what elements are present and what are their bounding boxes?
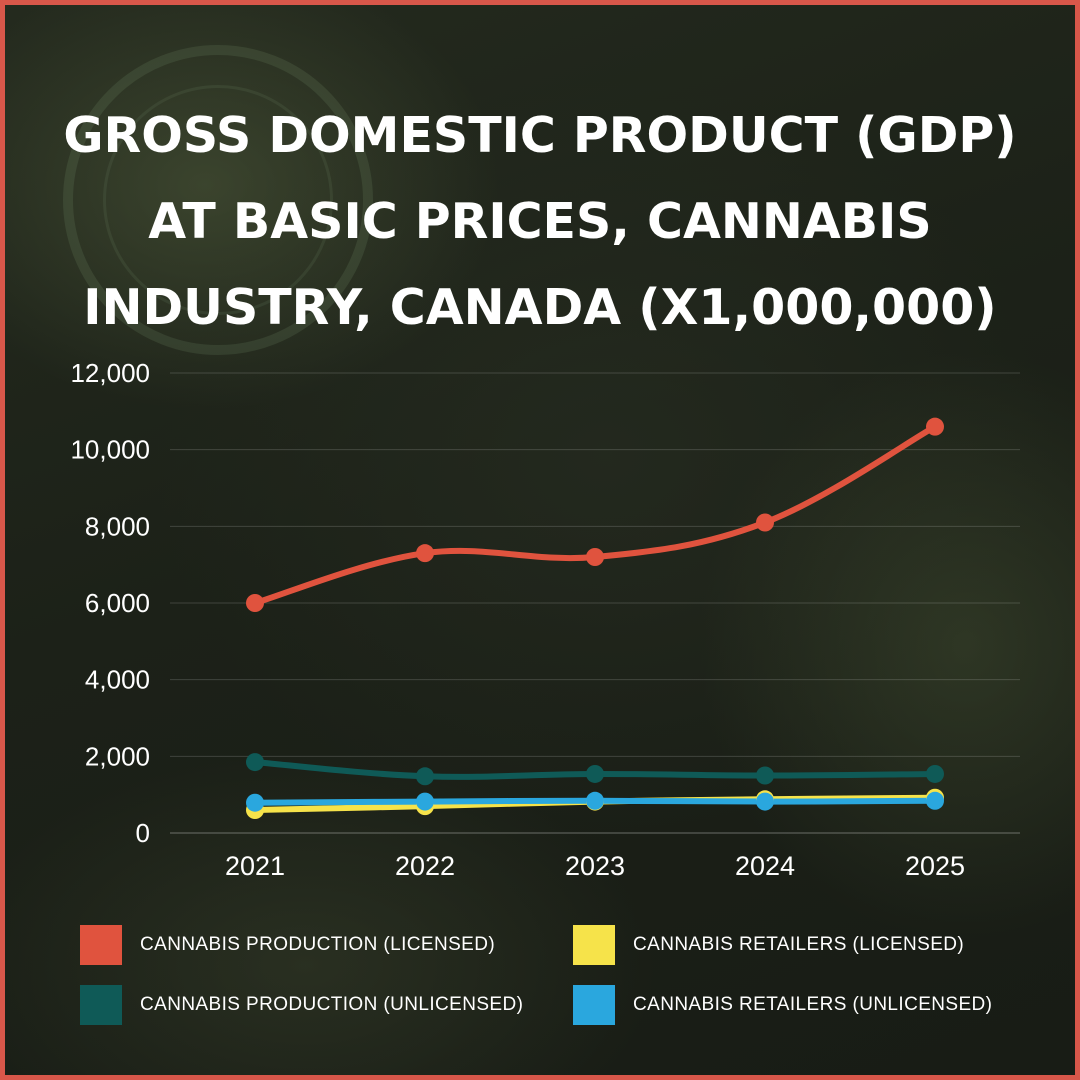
data-point — [416, 792, 434, 811]
chart-title: GROSS DOMESTIC PRODUCT (GDP) AT BASIC PR… — [25, 93, 1055, 351]
data-point — [416, 767, 434, 786]
logo-watermark — [63, 45, 373, 355]
data-point — [926, 764, 944, 783]
data-point — [416, 544, 434, 563]
data-point — [926, 791, 944, 810]
x-tick-label: 2023 — [565, 851, 625, 881]
x-tick-label: 2021 — [225, 851, 285, 881]
title-line: AT BASIC PRICES, CANNABIS — [148, 193, 932, 250]
title-line: INDUSTRY, CANADA (X1,000,000) — [83, 279, 997, 336]
legend-swatch — [573, 925, 615, 965]
data-point — [586, 791, 604, 810]
x-axis-ticks: 2021 2022 2023 2024 2025 — [225, 851, 965, 881]
legend-label: CANNABIS PRODUCTION (LICENSED) — [140, 934, 496, 955]
x-tick-label: 2024 — [735, 851, 795, 881]
data-point — [586, 548, 604, 566]
title-line: GROSS DOMESTIC PRODUCT (GDP) — [63, 107, 1017, 164]
series-lines — [252, 423, 938, 813]
legend-label: CANNABIS RETAILERS (UNLICENSED) — [633, 994, 993, 1015]
series-points — [246, 417, 944, 819]
legend-label: CANNABIS PRODUCTION (UNLICENSED) — [140, 994, 524, 1015]
legend-swatch — [80, 985, 122, 1025]
x-tick-label: 2022 — [395, 851, 455, 881]
series-line — [252, 423, 938, 606]
legend-item-production-unlicensed: CANNABIS PRODUCTION (UNLICENSED) — [80, 985, 523, 1025]
legend-item-production-licensed: CANNABIS PRODUCTION (LICENSED) — [80, 925, 495, 965]
y-tick-label: 10,000 — [70, 435, 150, 465]
y-tick-label: 0 — [136, 818, 150, 848]
data-point — [246, 753, 264, 772]
data-point — [756, 792, 774, 811]
y-tick-label: 6,000 — [85, 588, 150, 618]
data-point — [926, 417, 944, 436]
legend-item-retailers-unlicensed: CANNABIS RETAILERS (UNLICENSED) — [573, 985, 992, 1025]
legend-label: CANNABIS RETAILERS (LICENSED) — [633, 934, 965, 955]
x-tick-label: 2025 — [905, 851, 965, 881]
y-tick-label: 4,000 — [85, 665, 150, 695]
data-point — [586, 764, 604, 783]
legend-item-retailers-licensed: CANNABIS RETAILERS (LICENSED) — [573, 925, 964, 965]
y-tick-label: 8,000 — [85, 511, 150, 541]
data-point — [246, 594, 264, 612]
y-tick-label: 12,000 — [70, 358, 150, 388]
data-point — [756, 513, 774, 532]
legend-swatch — [573, 985, 615, 1025]
data-point — [756, 766, 774, 785]
y-tick-label: 2,000 — [85, 741, 150, 771]
legend-swatch — [80, 925, 122, 965]
gridlines — [170, 372, 1020, 834]
data-point — [246, 793, 264, 812]
y-axis-ticks: 0 2,000 4,000 6,000 8,000 10,000 12,000 — [70, 358, 150, 848]
